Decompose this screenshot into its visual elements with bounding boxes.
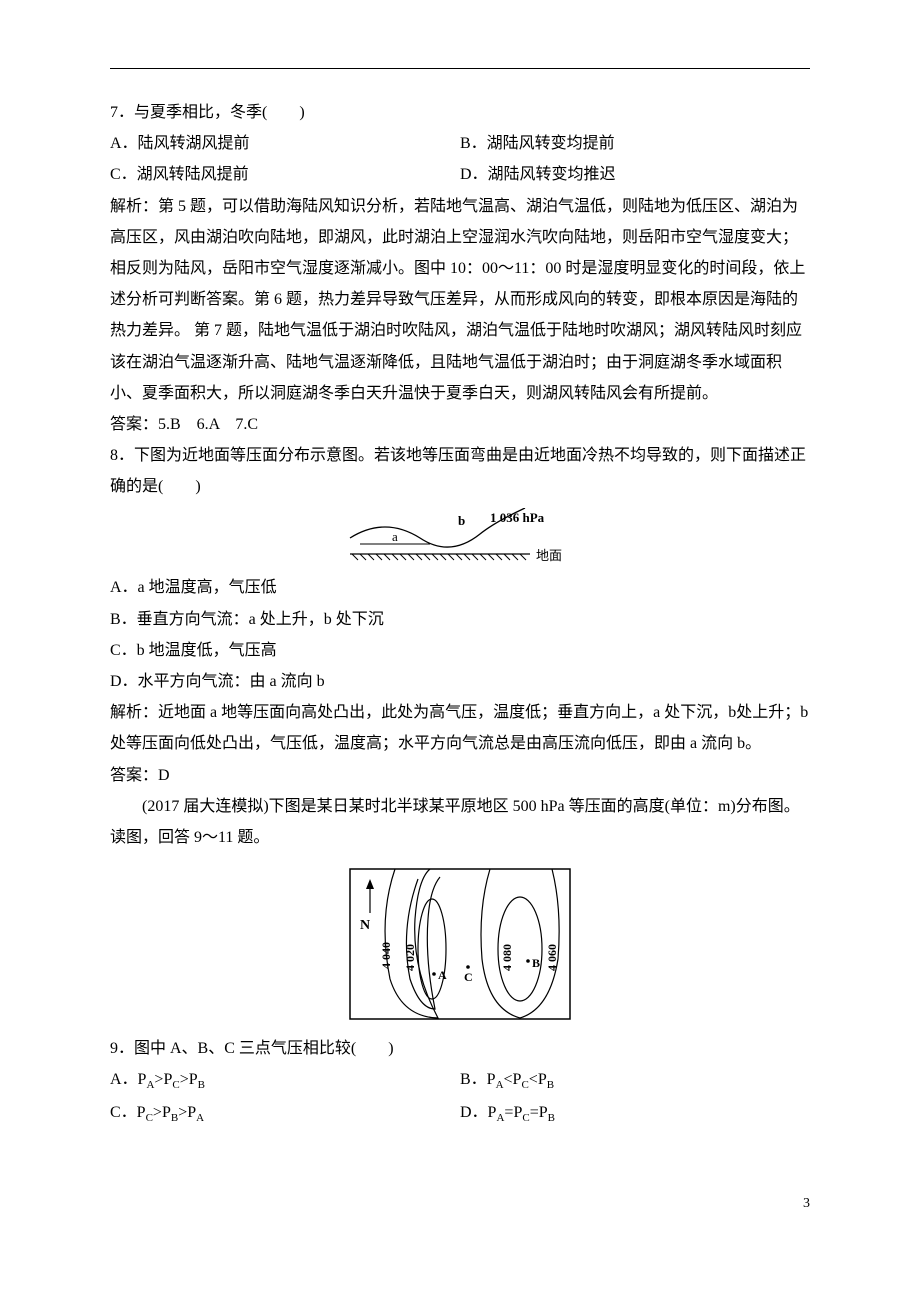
ans-5-7: 答案：5.B 6.A 7.C — [110, 409, 810, 440]
q7-stem: 7．与夏季相比，冬季( ) — [110, 97, 810, 128]
q8-optB: B．垂直方向气流：a 处上升，b 处下沉 — [110, 604, 810, 635]
page: 7．与夏季相比，冬季( ) A．陆风转湖风提前 B．湖陆风转变均提前 C．湖风转… — [0, 0, 920, 1257]
q9-optC: C．PC>PB>PA — [110, 1097, 460, 1130]
q9-row2: C．PC>PB>PA D．PA=PC=PB — [110, 1097, 810, 1130]
exp-5-7: 解析：第 5 题，可以借助海陆风知识分析，若陆地气温高、湖泊气温低，则陆地为低压… — [110, 191, 810, 409]
label-b: b — [458, 513, 465, 528]
pressure-label: 1 036 hPa — [490, 510, 545, 525]
contour-4060: 4 060 — [545, 944, 559, 971]
point-A: A — [438, 968, 447, 982]
contour-4040: 4 040 — [379, 942, 393, 969]
q7-optD: D．湖陆风转变均推迟 — [460, 159, 810, 190]
contour-4020: 4 020 — [403, 944, 417, 971]
q8-optC: C．b 地温度低，气压高 — [110, 635, 810, 666]
q9-optA: A．PA>PC>PB — [110, 1064, 460, 1097]
contour-4080: 4 080 — [500, 944, 514, 971]
q7-row1: A．陆风转湖风提前 B．湖陆风转变均提前 — [110, 128, 810, 159]
q8-optA: A．a 地温度高，气压低 — [110, 572, 810, 603]
q7-optB: B．湖陆风转变均提前 — [460, 128, 810, 159]
q8-exp: 解析：近地面 a 地等压面向高处凸出，此处为高气压，温度低；垂直方向上，a 处下… — [110, 697, 810, 759]
isobar-height-map: N 4 040 4 020 4 080 4 060 A B C — [340, 859, 580, 1029]
point-B: B — [532, 956, 540, 970]
q8-figure: a b 1 036 hPa 地面 — [110, 508, 810, 568]
intro-9-11: (2017 届大连模拟)下图是某日某时北半球某平原地区 500 hPa 等压面的… — [110, 791, 810, 853]
q7-optA: A．陆风转湖风提前 — [110, 128, 460, 159]
north-label: N — [360, 918, 370, 933]
ground-label: 地面 — [536, 548, 562, 563]
q9-stem: 9．图中 A、B、C 三点气压相比较( ) — [110, 1033, 810, 1064]
q9-optD: D．PA=PC=PB — [460, 1097, 810, 1130]
q8-optD: D．水平方向气流：由 a 流向 b — [110, 666, 810, 697]
q7-optC: C．湖风转陆风提前 — [110, 159, 460, 190]
label-a: a — [392, 529, 398, 544]
q7-row2: C．湖风转陆风提前 D．湖陆风转变均推迟 — [110, 159, 810, 190]
q8-ans: 答案：D — [110, 760, 810, 791]
top-rule — [110, 68, 810, 69]
isobaric-surface-diagram: a b 1 036 hPa 地面 — [330, 508, 590, 568]
q9-optB: B．PA<PC<PB — [460, 1064, 810, 1097]
point-C: C — [464, 970, 473, 984]
fig-9-11: N 4 040 4 020 4 080 4 060 A B C — [110, 859, 810, 1029]
q8-stem: 8．下图为近地面等压面分布示意图。若该地等压面弯曲是由近地面冷热不均导致的，则下… — [110, 440, 810, 502]
page-number: 3 — [110, 1190, 810, 1217]
q9-row1: A．PA>PC>PB B．PA<PC<PB — [110, 1064, 810, 1097]
